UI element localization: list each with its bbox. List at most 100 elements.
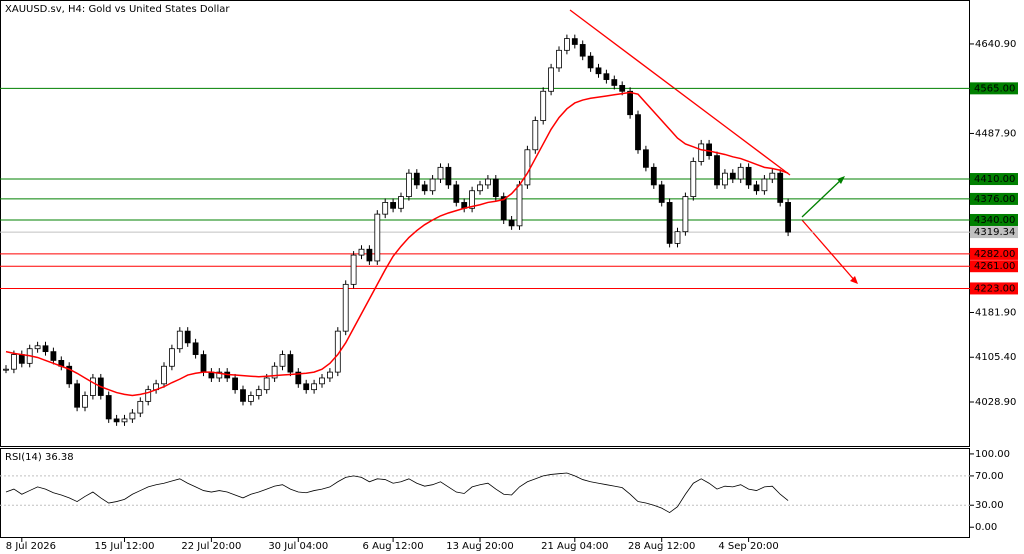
- candle: [540, 90, 547, 121]
- current-price-label: 4319.34: [974, 227, 1015, 238]
- candle: [714, 155, 720, 186]
- candle: [477, 184, 483, 192]
- candle: [706, 143, 712, 157]
- candle: [398, 196, 404, 209]
- candle: [66, 365, 73, 385]
- candle: [263, 377, 270, 391]
- y-tick-label: 4028.90: [975, 397, 1016, 408]
- candle: [674, 231, 681, 244]
- candle: [690, 161, 697, 197]
- candle: [753, 184, 760, 192]
- rsi-line: [5, 472, 789, 514]
- candle: [42, 345, 49, 353]
- candle: [413, 172, 420, 186]
- candle: [366, 248, 373, 262]
- candle: [168, 348, 175, 367]
- candle: [319, 377, 325, 385]
- candle: [255, 389, 262, 396]
- x-tick-label: 13 Aug 20:00: [446, 541, 513, 552]
- candle: [405, 172, 412, 197]
- candle: [326, 371, 333, 379]
- level-label-box: [970, 192, 1018, 205]
- candle: [532, 120, 539, 151]
- level-label: 4565.00: [974, 83, 1015, 94]
- candle: [18, 354, 25, 364]
- candle: [729, 172, 736, 180]
- candle: [484, 178, 491, 186]
- candle: [745, 166, 752, 186]
- candle: [145, 389, 152, 402]
- candle: [627, 90, 633, 116]
- x-tick-label: 21 Aug 04:00: [541, 541, 608, 552]
- y-tick-label: 4487.90: [975, 128, 1016, 139]
- candle: [113, 418, 120, 423]
- main-pane: [0, 0, 970, 447]
- candle: [666, 202, 673, 244]
- x-tick-label: 4 Sep 20:00: [718, 541, 778, 552]
- y-tick-label: 4105.40: [975, 352, 1016, 363]
- candle: [556, 49, 562, 69]
- candle: [785, 202, 791, 233]
- candle: [105, 395, 112, 420]
- candle: [10, 354, 17, 370]
- level-label-box: [970, 82, 1018, 95]
- candle: [571, 38, 578, 45]
- candle: [603, 73, 610, 80]
- candle: [650, 166, 657, 186]
- level-label-box: [970, 260, 1018, 273]
- candle: [643, 149, 649, 168]
- level-label-box: [970, 173, 1018, 186]
- candle: [90, 377, 96, 396]
- candle: [295, 371, 302, 385]
- current-price-box: [970, 226, 1018, 239]
- candle: [635, 114, 641, 151]
- y-tick-label: 4640.90: [975, 39, 1016, 50]
- candle: [429, 178, 436, 192]
- candle: [722, 172, 728, 186]
- x-tick-label: 22 Jul 20:00: [181, 541, 241, 552]
- level-label-box: [970, 213, 1018, 226]
- y-tick-label: 100.00: [975, 449, 1010, 460]
- candle: [508, 219, 515, 227]
- candle: [611, 79, 618, 86]
- candle: [421, 184, 428, 192]
- candle: [137, 400, 144, 414]
- candle: [216, 371, 223, 379]
- candle: [469, 190, 476, 209]
- candle: [34, 345, 41, 350]
- rsi-pane: [0, 448, 970, 538]
- candle: [82, 395, 88, 408]
- y-tick-label: 4181.90: [975, 307, 1016, 318]
- y-tick-label: 30.00: [975, 500, 1004, 511]
- candle: [516, 184, 523, 227]
- candle: [129, 412, 136, 420]
- y-tick-label: 0.00: [975, 522, 997, 533]
- level-label-box: [970, 282, 1018, 295]
- candle: [74, 383, 80, 408]
- candle: [737, 166, 744, 180]
- candle: [247, 395, 254, 402]
- candle: [619, 85, 626, 92]
- candle: [3, 368, 9, 371]
- level-label: 4223.00: [974, 283, 1015, 294]
- candle: [382, 202, 389, 215]
- candle: [777, 172, 784, 203]
- level-label-box: [970, 247, 1018, 260]
- candle: [500, 196, 507, 221]
- level-label: 4410.00: [974, 174, 1015, 185]
- candle: [548, 67, 554, 92]
- candle: [453, 184, 460, 203]
- arrow-up: [801, 176, 845, 218]
- candle: [303, 383, 310, 391]
- x-tick-label: 15 Jul 12:00: [95, 541, 155, 552]
- arrow-down: [801, 219, 858, 284]
- candle: [682, 196, 689, 233]
- candle: [287, 354, 294, 373]
- x-tick-label: 6 Aug 12:00: [363, 541, 424, 552]
- candle: [492, 178, 499, 197]
- candle: [342, 283, 349, 332]
- candle: [698, 143, 705, 162]
- candle: [176, 330, 183, 350]
- candle: [374, 213, 381, 262]
